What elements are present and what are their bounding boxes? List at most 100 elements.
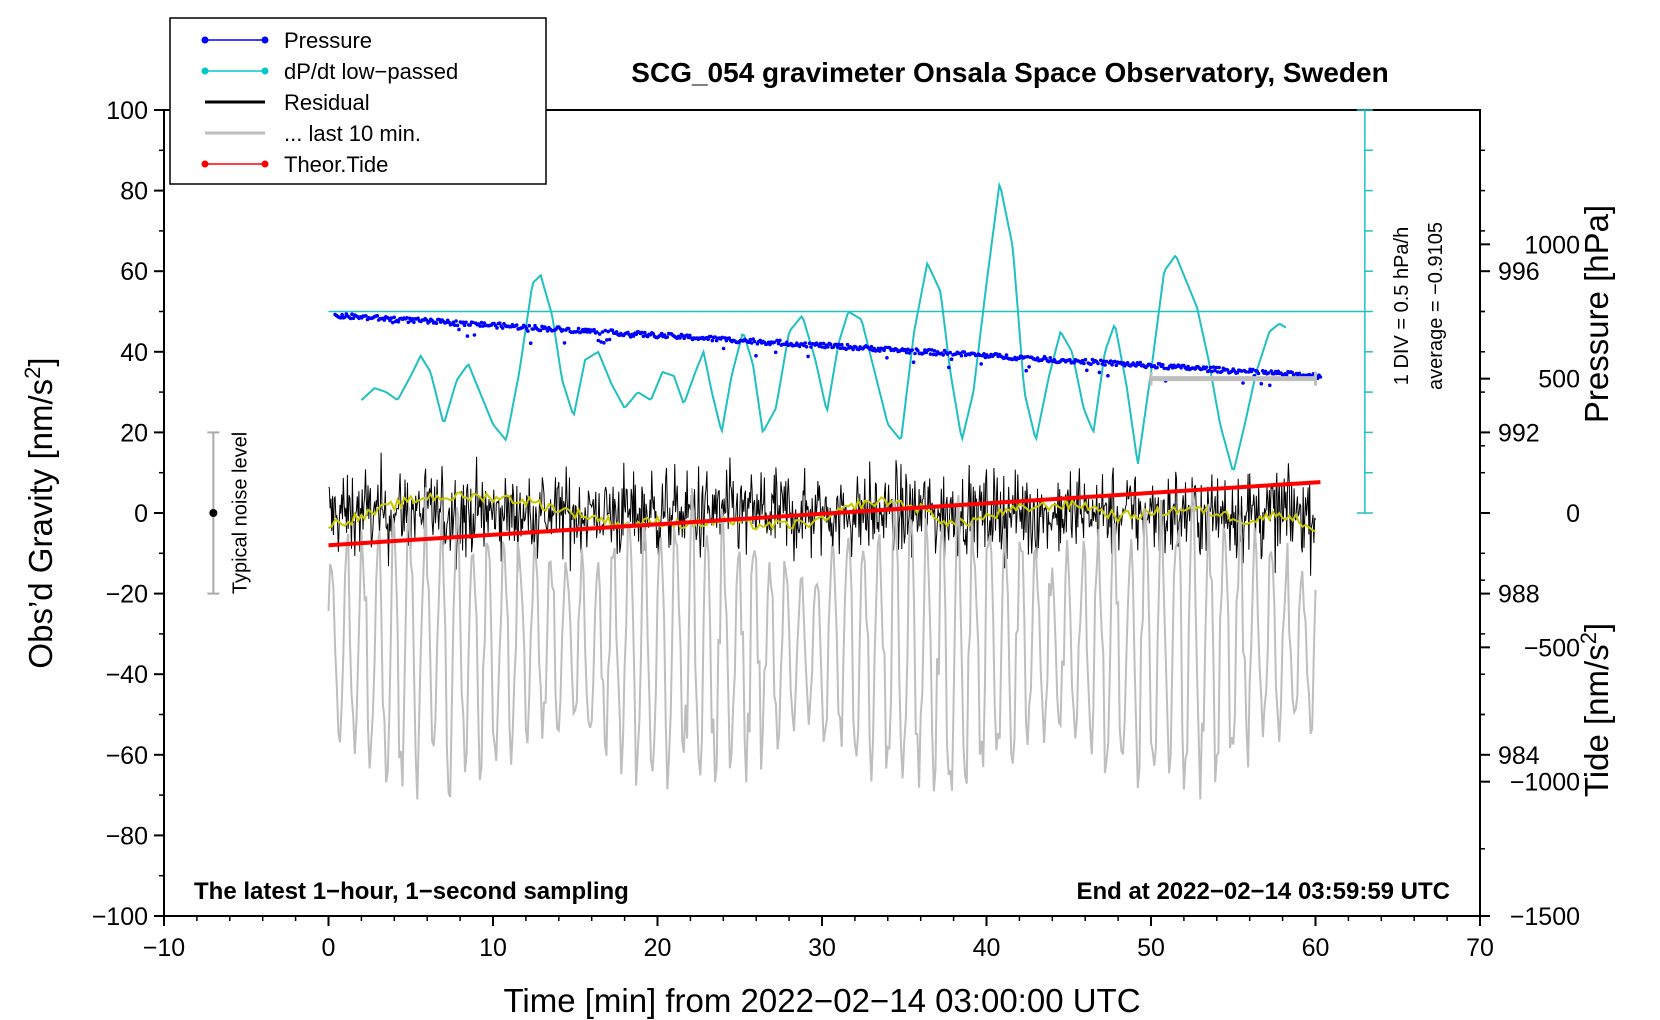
y-axis-title-sup: 2 bbox=[20, 367, 45, 379]
pressure-point bbox=[949, 357, 954, 362]
dpdt-series bbox=[360, 181, 1287, 471]
tide-tick-label: 1000 bbox=[1524, 231, 1580, 259]
pressure-point bbox=[1082, 361, 1086, 366]
pressure-axis-title: Pressure [hPa] bbox=[1578, 205, 1615, 423]
pressure-point bbox=[406, 320, 411, 325]
pressure-point bbox=[1213, 368, 1217, 373]
pressure-point bbox=[1106, 373, 1110, 378]
y-tick-label: 40 bbox=[120, 339, 148, 367]
legend-label: dP/dt low−passed bbox=[284, 59, 458, 84]
pressure-point bbox=[1239, 369, 1244, 373]
pressure-point bbox=[526, 329, 530, 333]
residual-series bbox=[328, 452, 1316, 576]
pressure-point bbox=[709, 334, 713, 339]
pressure-point bbox=[776, 341, 781, 346]
y-axis-title-close: ] bbox=[22, 357, 59, 366]
pressure-point bbox=[1134, 364, 1138, 368]
pressure-point bbox=[382, 318, 387, 322]
pressure-point bbox=[1113, 359, 1117, 364]
y-tick-label: −60 bbox=[106, 742, 148, 770]
pressure-point bbox=[1161, 363, 1165, 367]
x-tick-label: 40 bbox=[973, 934, 1001, 962]
pressure-point bbox=[599, 340, 603, 344]
pressure-point bbox=[1162, 366, 1166, 371]
pressure-point bbox=[481, 324, 485, 328]
pressure-point bbox=[1027, 365, 1031, 369]
pressure-point bbox=[821, 341, 826, 346]
pressure-point bbox=[606, 329, 610, 334]
pressure-point bbox=[1097, 370, 1102, 375]
pressure-point bbox=[610, 328, 615, 333]
pressure-point bbox=[885, 356, 889, 360]
annotation-layer: 1 DIV = 0.5 hPa/h average = −0.9105 Typica… bbox=[207, 109, 1447, 595]
pressure-point bbox=[962, 350, 967, 354]
pressure-tick-label: 996 bbox=[1498, 258, 1540, 286]
tide-tick-label: 0 bbox=[1566, 500, 1580, 528]
pressure-point bbox=[904, 350, 909, 355]
pressure-point bbox=[1099, 358, 1103, 363]
pressure-point bbox=[596, 338, 601, 343]
y-axis-title: Obs’d Gravity [nm/s2] bbox=[20, 357, 59, 668]
pressure-point bbox=[773, 350, 778, 355]
x-tick-label: 30 bbox=[808, 934, 836, 962]
pressure-point bbox=[913, 351, 917, 356]
pressure-point bbox=[566, 326, 571, 331]
pressure-point bbox=[1215, 370, 1220, 374]
pressure-point bbox=[575, 329, 579, 334]
pressure-point bbox=[405, 316, 409, 320]
pressure-point bbox=[468, 323, 473, 327]
pressure-point bbox=[1186, 364, 1190, 369]
pressure-point bbox=[1291, 373, 1296, 377]
pressure-point bbox=[597, 332, 602, 336]
pressure-point bbox=[1318, 375, 1323, 379]
pressure-point bbox=[749, 341, 754, 345]
pressure-point bbox=[1003, 355, 1007, 360]
pressure-point bbox=[461, 320, 466, 325]
pressure-point bbox=[876, 346, 881, 351]
legend-swatch-marker bbox=[201, 67, 209, 75]
pressure-point bbox=[932, 349, 937, 353]
y-tick-label: 60 bbox=[120, 258, 148, 286]
pressure-point bbox=[602, 341, 606, 345]
pressure-point bbox=[1080, 358, 1085, 363]
pressure-point bbox=[1220, 369, 1224, 374]
pressure-point bbox=[614, 330, 619, 334]
pressure-point bbox=[1023, 355, 1027, 359]
pressure-point bbox=[928, 352, 933, 356]
x-tick-label: 70 bbox=[1466, 934, 1494, 962]
pressure-point bbox=[659, 331, 664, 336]
pressure-point bbox=[472, 333, 477, 337]
pressure-point bbox=[817, 344, 822, 349]
pressure-point bbox=[826, 345, 830, 349]
pressure-point bbox=[538, 328, 543, 333]
pressure-point bbox=[1096, 361, 1100, 366]
pressure-point bbox=[1110, 363, 1114, 367]
pressure-point bbox=[1217, 365, 1221, 370]
pressure-point bbox=[350, 312, 354, 317]
pressure-point bbox=[1266, 371, 1271, 375]
noise-level-label: Typical noise level bbox=[229, 432, 251, 594]
pressure-point bbox=[959, 353, 964, 358]
pressure-point bbox=[804, 344, 809, 349]
pressure-point bbox=[1259, 381, 1264, 386]
pressure-point bbox=[424, 318, 429, 322]
pressure-point bbox=[665, 335, 670, 339]
pressure-point bbox=[1268, 383, 1272, 388]
pressure-point bbox=[454, 319, 458, 323]
pressure-point bbox=[1068, 358, 1072, 362]
pressure-point bbox=[396, 319, 401, 324]
pressure-point bbox=[1083, 357, 1088, 362]
pressure-point bbox=[1208, 365, 1213, 370]
pressure-point bbox=[1256, 371, 1261, 376]
pressure-point bbox=[410, 317, 415, 321]
tide-axis-title-close: ] bbox=[1578, 623, 1615, 632]
legend-swatch-marker bbox=[261, 36, 269, 44]
pressure-point bbox=[785, 340, 789, 345]
legend-swatch-marker bbox=[261, 67, 269, 75]
pressure-point bbox=[778, 338, 782, 343]
pressure-point bbox=[845, 342, 850, 347]
pressure-point bbox=[834, 342, 838, 347]
pressure-point bbox=[462, 323, 467, 328]
tide-tick-label: −500 bbox=[1524, 634, 1580, 662]
pressure-point bbox=[807, 341, 812, 346]
